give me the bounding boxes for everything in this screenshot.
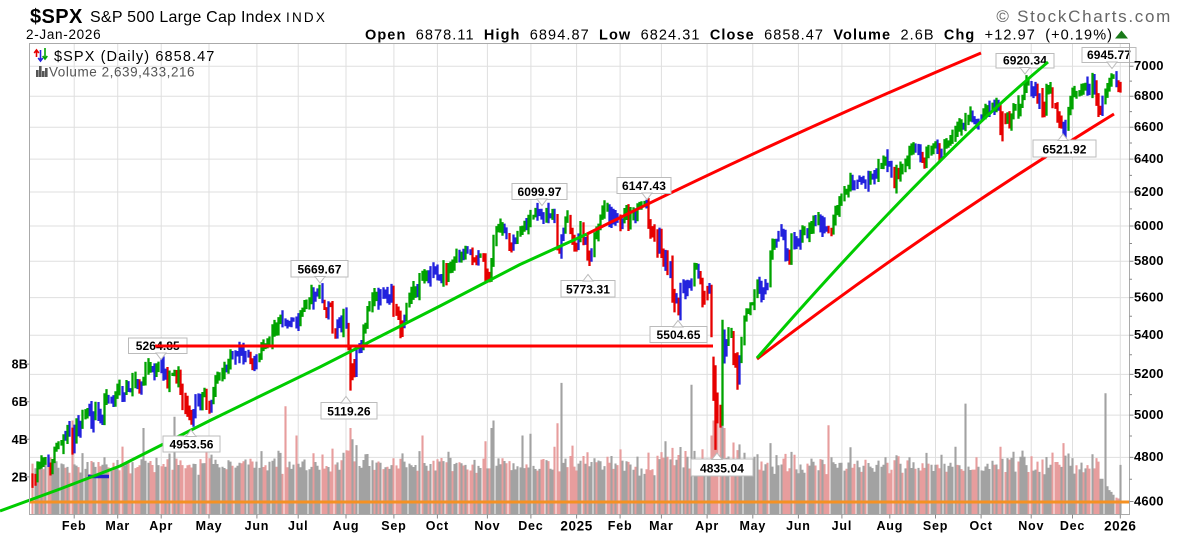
- svg-text:Nov: Nov: [1018, 519, 1044, 533]
- svg-text:2025: 2025: [560, 519, 592, 534]
- svg-text:2-Jan-2026: 2-Jan-2026: [26, 27, 101, 42]
- svg-text:Jul: Jul: [288, 519, 308, 533]
- svg-text:6147.43: 6147.43: [622, 179, 666, 193]
- svg-text:5800: 5800: [1134, 253, 1164, 268]
- svg-text:4835.04: 4835.04: [700, 462, 744, 476]
- svg-text:Dec: Dec: [1060, 519, 1085, 533]
- svg-text:5200: 5200: [1134, 366, 1164, 381]
- svg-text:Open 6878.11 High 6894.87 Low: Open 6878.11 High 6894.87 Low 6824.31 Cl…: [365, 28, 1113, 44]
- svg-text:6800: 6800: [1134, 88, 1164, 103]
- svg-text:S&P 500 Large Cap Index: S&P 500 Large Cap Index: [90, 9, 281, 26]
- svg-text:Mar: Mar: [105, 519, 130, 533]
- svg-text:2B: 2B: [12, 470, 28, 484]
- svg-text:May: May: [739, 519, 766, 533]
- svg-text:INDX: INDX: [286, 10, 327, 25]
- svg-text:6B: 6B: [12, 395, 28, 409]
- svg-text:6521.92: 6521.92: [1042, 143, 1086, 157]
- svg-text:5119.26: 5119.26: [327, 405, 371, 419]
- svg-text:5773.31: 5773.31: [566, 283, 610, 297]
- svg-text:Sep: Sep: [923, 519, 948, 533]
- svg-text:Jun: Jun: [245, 519, 270, 533]
- svg-text:6099.97: 6099.97: [517, 185, 561, 199]
- svg-text:6000: 6000: [1134, 218, 1164, 233]
- svg-text:Apr: Apr: [695, 519, 719, 533]
- svg-text:5504.65: 5504.65: [656, 328, 700, 342]
- svg-text:8B: 8B: [12, 358, 28, 372]
- svg-text:Jul: Jul: [832, 519, 852, 533]
- svg-text:$SPX: $SPX: [30, 6, 83, 28]
- svg-text:Feb: Feb: [62, 519, 87, 533]
- svg-text:4B: 4B: [12, 433, 28, 447]
- svg-text:7000: 7000: [1134, 58, 1164, 73]
- svg-text:© StockCharts.com: © StockCharts.com: [996, 7, 1172, 26]
- svg-text:6600: 6600: [1134, 119, 1164, 134]
- svg-text:6920.34: 6920.34: [1003, 54, 1047, 68]
- svg-text:Feb: Feb: [608, 519, 633, 533]
- svg-text:6945.77: 6945.77: [1087, 48, 1131, 62]
- svg-text:Aug: Aug: [876, 519, 903, 533]
- svg-text:Volume 2,639,433,216: Volume 2,639,433,216: [49, 65, 195, 80]
- svg-text:4600: 4600: [1134, 493, 1164, 508]
- svg-text:$SPX (Daily) 6858.47: $SPX (Daily) 6858.47: [54, 49, 215, 65]
- svg-text:Jun: Jun: [786, 519, 811, 533]
- svg-text:May: May: [196, 519, 223, 533]
- svg-text:Oct: Oct: [969, 519, 992, 533]
- svg-text:5669.67: 5669.67: [297, 263, 341, 277]
- svg-text:Sep: Sep: [381, 519, 406, 533]
- svg-text:2026: 2026: [1104, 519, 1136, 534]
- svg-text:Apr: Apr: [149, 519, 173, 533]
- svg-text:5000: 5000: [1134, 407, 1164, 422]
- svg-text:6200: 6200: [1134, 184, 1164, 199]
- svg-text:4800: 4800: [1134, 449, 1164, 464]
- svg-text:5400: 5400: [1134, 327, 1164, 342]
- svg-text:4953.56: 4953.56: [169, 438, 213, 452]
- svg-text:Oct: Oct: [426, 519, 449, 533]
- svg-text:Dec: Dec: [518, 519, 543, 533]
- svg-text:Nov: Nov: [474, 519, 500, 533]
- svg-text:Mar: Mar: [649, 519, 674, 533]
- svg-text:Aug: Aug: [333, 519, 360, 533]
- svg-text:6400: 6400: [1134, 151, 1164, 166]
- svg-text:5600: 5600: [1134, 289, 1164, 304]
